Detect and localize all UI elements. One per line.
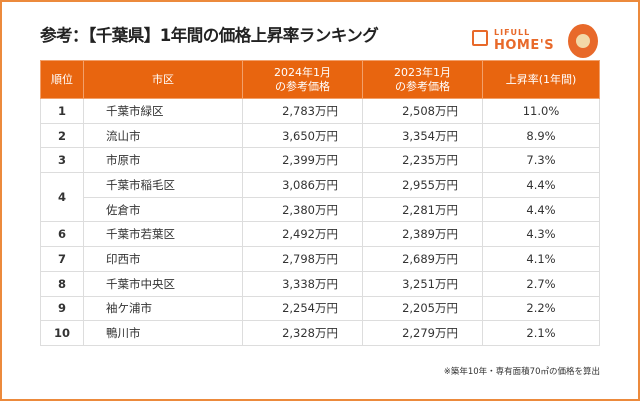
header-rank: 順位 — [40, 60, 84, 99]
house-icon — [472, 30, 488, 46]
header-price-2023: 2023年1月 の参考価格 — [362, 60, 483, 99]
logo-line2: HOME'S — [494, 38, 555, 53]
rank-cell: 10 — [40, 320, 84, 346]
area-cell: 流山市 — [83, 122, 243, 149]
price-2024-cell: 3,338万円 — [242, 270, 363, 297]
header-rate: 上昇率(1年間) — [482, 60, 600, 99]
price-2024-cell: 2,492万円 — [242, 221, 363, 248]
rate-cell: 4.1% — [482, 246, 600, 272]
area-cell: 千葉市稲毛区 — [83, 172, 243, 198]
area-cell: 千葉市若葉区 — [83, 221, 243, 248]
rank-cell: 4 — [40, 172, 84, 223]
lifull-homes-logo: LIFULL HOME'S — [472, 24, 600, 58]
table-row: 2 流山市 3,650万円 3,354万円 8.9% — [40, 122, 600, 149]
area-cell: 佐倉市 — [83, 196, 243, 223]
table-header: 順位 市区 2024年1月 の参考価格 2023年1月 の参考価格 上昇率(1年間) — [40, 60, 600, 99]
table-row: 10 鴨川市 2,328万円 2,279万円 2.1% — [40, 320, 600, 346]
area-cell: 印西市 — [83, 246, 243, 272]
rate-cell: 7.3% — [482, 147, 600, 174]
rank-cell: 9 — [40, 295, 84, 322]
rank-cell: 1 — [40, 98, 84, 124]
rate-cell: 2.1% — [482, 320, 600, 346]
area-cell: 千葉市緑区 — [83, 98, 243, 124]
rank-cell: 8 — [40, 270, 84, 297]
ranking-table: 順位 市区 2024年1月 の参考価格 2023年1月 の参考価格 上昇率(1年間)… — [40, 60, 600, 346]
page-title: 参考：【千葉県】1年間の価格上昇率ランキング — [40, 26, 379, 45]
price-2024-cell: 2,254万円 — [242, 295, 363, 322]
area-cell: 千葉市中央区 — [83, 270, 243, 297]
rank-cell: 2 — [40, 122, 84, 149]
rate-cell: 8.9% — [482, 122, 600, 149]
header-area: 市区 — [83, 60, 243, 99]
price-2024-cell: 2,399万円 — [242, 147, 363, 174]
price-2023-cell: 2,279万円 — [362, 320, 483, 346]
price-2023-cell: 2,205万円 — [362, 295, 483, 322]
rate-cell: 2.7% — [482, 270, 600, 297]
price-2023-cell: 3,354万円 — [362, 122, 483, 149]
table-row: 8 千葉市中央区 3,338万円 3,251万円 2.7% — [40, 270, 600, 297]
price-2024-cell: 2,328万円 — [242, 320, 363, 346]
header-price-2024: 2024年1月 の参考価格 — [242, 60, 363, 99]
rate-cell: 2.2% — [482, 295, 600, 322]
rank-cell: 7 — [40, 246, 84, 272]
area-cell: 袖ケ浦市 — [83, 295, 243, 322]
price-2023-cell: 2,281万円 — [362, 196, 483, 223]
logo-line1: LIFULL — [494, 28, 531, 37]
area-cell: 鴨川市 — [83, 320, 243, 346]
mascot-icon — [568, 24, 598, 58]
price-2024-cell: 3,650万円 — [242, 122, 363, 149]
price-2023-cell: 2,508万円 — [362, 98, 483, 124]
rate-cell: 4.4% — [482, 196, 600, 223]
price-2023-cell: 2,955万円 — [362, 172, 483, 198]
price-2023-cell: 2,389万円 — [362, 221, 483, 248]
area-cell: 市原市 — [83, 147, 243, 174]
table-row: 佐倉市 2,380万円 2,281万円 4.4% — [41, 196, 600, 223]
price-2024-cell: 2,380万円 — [242, 196, 363, 223]
table-row: 1 千葉市緑区 2,783万円 2,508万円 11.0% — [40, 98, 600, 124]
rate-cell: 4.4% — [482, 172, 600, 198]
price-2024-cell: 3,086万円 — [242, 172, 363, 198]
rate-cell: 4.3% — [482, 221, 600, 248]
footnote: ※築年10年・専有面積70㎡の価格を算出 — [443, 367, 600, 377]
price-2024-cell: 2,798万円 — [242, 246, 363, 272]
rate-cell: 11.0% — [482, 98, 600, 124]
price-2023-cell: 2,235万円 — [362, 147, 483, 174]
table-row: 7 印西市 2,798万円 2,689万円 4.1% — [40, 246, 600, 272]
price-2024-cell: 2,783万円 — [242, 98, 363, 124]
table-row: 6 千葉市若葉区 2,492万円 2,389万円 4.3% — [40, 221, 600, 248]
table-row: 9 袖ケ浦市 2,254万円 2,205万円 2.2% — [40, 295, 600, 322]
table-row: 4 千葉市稲毛区 3,086万円 2,955万円 4.4% — [40, 172, 600, 223]
table-row: 3 市原市 2,399万円 2,235万円 7.3% — [40, 147, 600, 174]
price-2023-cell: 2,689万円 — [362, 246, 483, 272]
rank-cell: 3 — [40, 147, 84, 174]
rank-cell: 6 — [40, 221, 84, 248]
price-2023-cell: 3,251万円 — [362, 270, 483, 297]
